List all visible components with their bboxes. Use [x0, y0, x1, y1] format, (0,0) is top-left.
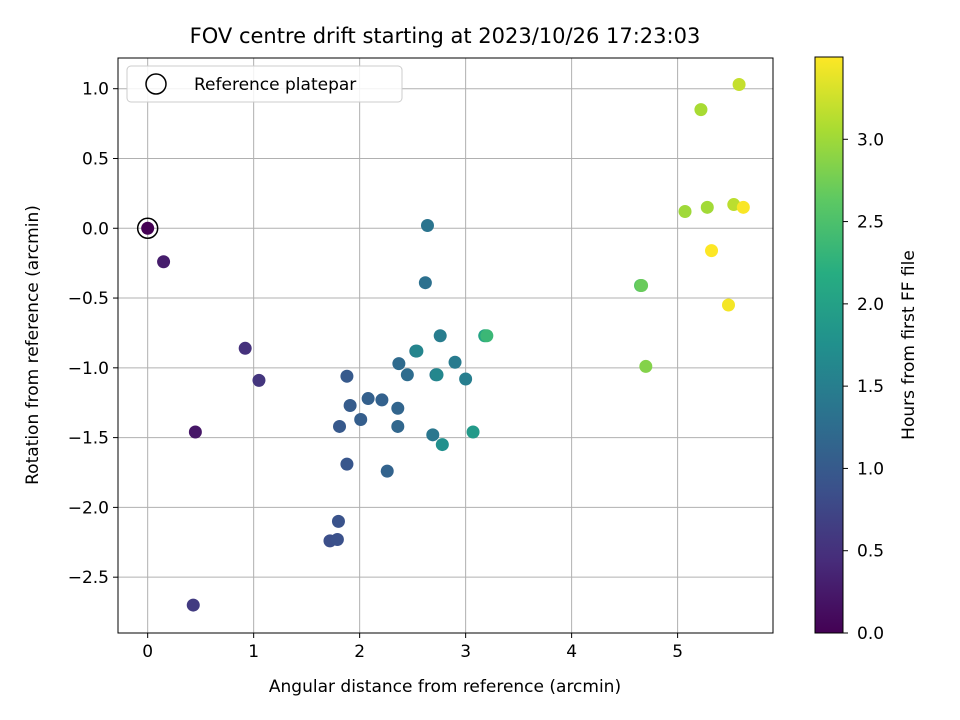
- colorbar-frame: [814, 56, 844, 634]
- data-point: [418, 276, 432, 290]
- plot-area: [118, 58, 773, 633]
- x-axis-label: Angular distance from reference (arcmin): [269, 677, 621, 697]
- data-point: [678, 205, 692, 219]
- x-tick-label: 0: [142, 642, 153, 662]
- data-point: [732, 78, 746, 92]
- data-point: [238, 341, 252, 355]
- colorbar-tick-label: 1.5: [857, 377, 884, 397]
- data-point: [330, 532, 344, 546]
- chart-title: FOV centre drift starting at 2023/10/26 …: [190, 24, 701, 48]
- y-axis: 1.0 0.5 0.0 −0.5 −1.0 −1.5 −2.0 −2.5: [68, 80, 118, 588]
- y-tick-label: −1.0: [68, 359, 109, 379]
- scatter-points: [136, 78, 750, 612]
- data-point: [392, 357, 406, 371]
- y-tick-label: 0.0: [82, 219, 109, 239]
- y-tick-label: −0.5: [68, 289, 109, 309]
- y-tick-label: 0.5: [82, 149, 109, 169]
- colorbar-ticks: 0.0 0.5 1.0 1.5 2.0 2.5 3.0: [843, 130, 884, 644]
- data-point: [639, 359, 653, 373]
- data-point: [391, 401, 405, 415]
- colorbar-tick-label: 0.5: [857, 542, 884, 562]
- plot-frame: [117, 57, 774, 634]
- data-point: [380, 464, 394, 478]
- legend-box: [126, 65, 403, 103]
- colorbar-tick-label: 2.0: [857, 295, 884, 315]
- data-point: [400, 368, 414, 382]
- data-point: [705, 244, 719, 258]
- data-point: [694, 103, 708, 117]
- data-point: [433, 329, 447, 343]
- legend: Reference platepar: [126, 65, 403, 103]
- data-point: [340, 457, 354, 471]
- x-tick-label: 5: [672, 642, 683, 662]
- data-point: [435, 438, 449, 452]
- legend-label: Reference platepar: [194, 75, 356, 95]
- colorbar-label: Hours from first FF file: [899, 250, 919, 440]
- data-point: [375, 393, 389, 407]
- colorbar-gradient: [815, 57, 843, 633]
- y-tick-label: −1.5: [68, 429, 109, 449]
- colorbar-tick-label: 2.5: [857, 213, 884, 233]
- colorbar-tick-label: 1.0: [857, 459, 884, 479]
- data-point: [426, 428, 440, 442]
- data-point: [188, 425, 202, 439]
- data-point: [480, 329, 494, 343]
- y-tick-label: −2.5: [68, 568, 109, 588]
- data-point: [331, 514, 345, 528]
- data-point: [420, 218, 434, 232]
- data-point: [430, 368, 444, 382]
- data-point: [448, 355, 462, 369]
- y-tick-label: −2.0: [68, 498, 109, 518]
- colorbar: 0.0 0.5 1.0 1.5 2.0 2.5 3.0 Hours from first F…: [814, 56, 919, 644]
- x-tick-label: 3: [460, 642, 471, 662]
- data-point: [354, 412, 368, 426]
- reference-marker: [136, 217, 159, 240]
- data-point: [410, 344, 424, 358]
- x-tick-label: 4: [566, 642, 577, 662]
- colorbar-tick-label: 3.0: [857, 130, 884, 150]
- data-point: [391, 419, 405, 433]
- data-point: [635, 278, 649, 292]
- x-tick-label: 1: [248, 642, 259, 662]
- data-point: [700, 200, 714, 214]
- colorbar-tick-label: 0.0: [857, 624, 884, 644]
- x-tick-label: 2: [354, 642, 365, 662]
- data-point: [459, 372, 473, 386]
- data-point: [466, 425, 480, 439]
- data-point: [141, 221, 155, 235]
- y-axis-label: Rotation from reference (arcmin): [23, 205, 43, 485]
- data-point: [252, 373, 266, 387]
- data-point: [186, 598, 200, 612]
- grid-lines: [118, 58, 773, 633]
- x-axis: 0 1 2 3 4 5: [142, 633, 683, 662]
- data-point: [340, 369, 354, 383]
- data-point: [736, 200, 750, 214]
- data-point: [361, 392, 375, 406]
- data-point: [157, 255, 171, 269]
- legend-marker-icon: [145, 73, 167, 95]
- y-tick-label: 1.0: [82, 80, 109, 100]
- data-point: [343, 399, 357, 413]
- data-point: [721, 298, 735, 312]
- data-point: [333, 419, 347, 433]
